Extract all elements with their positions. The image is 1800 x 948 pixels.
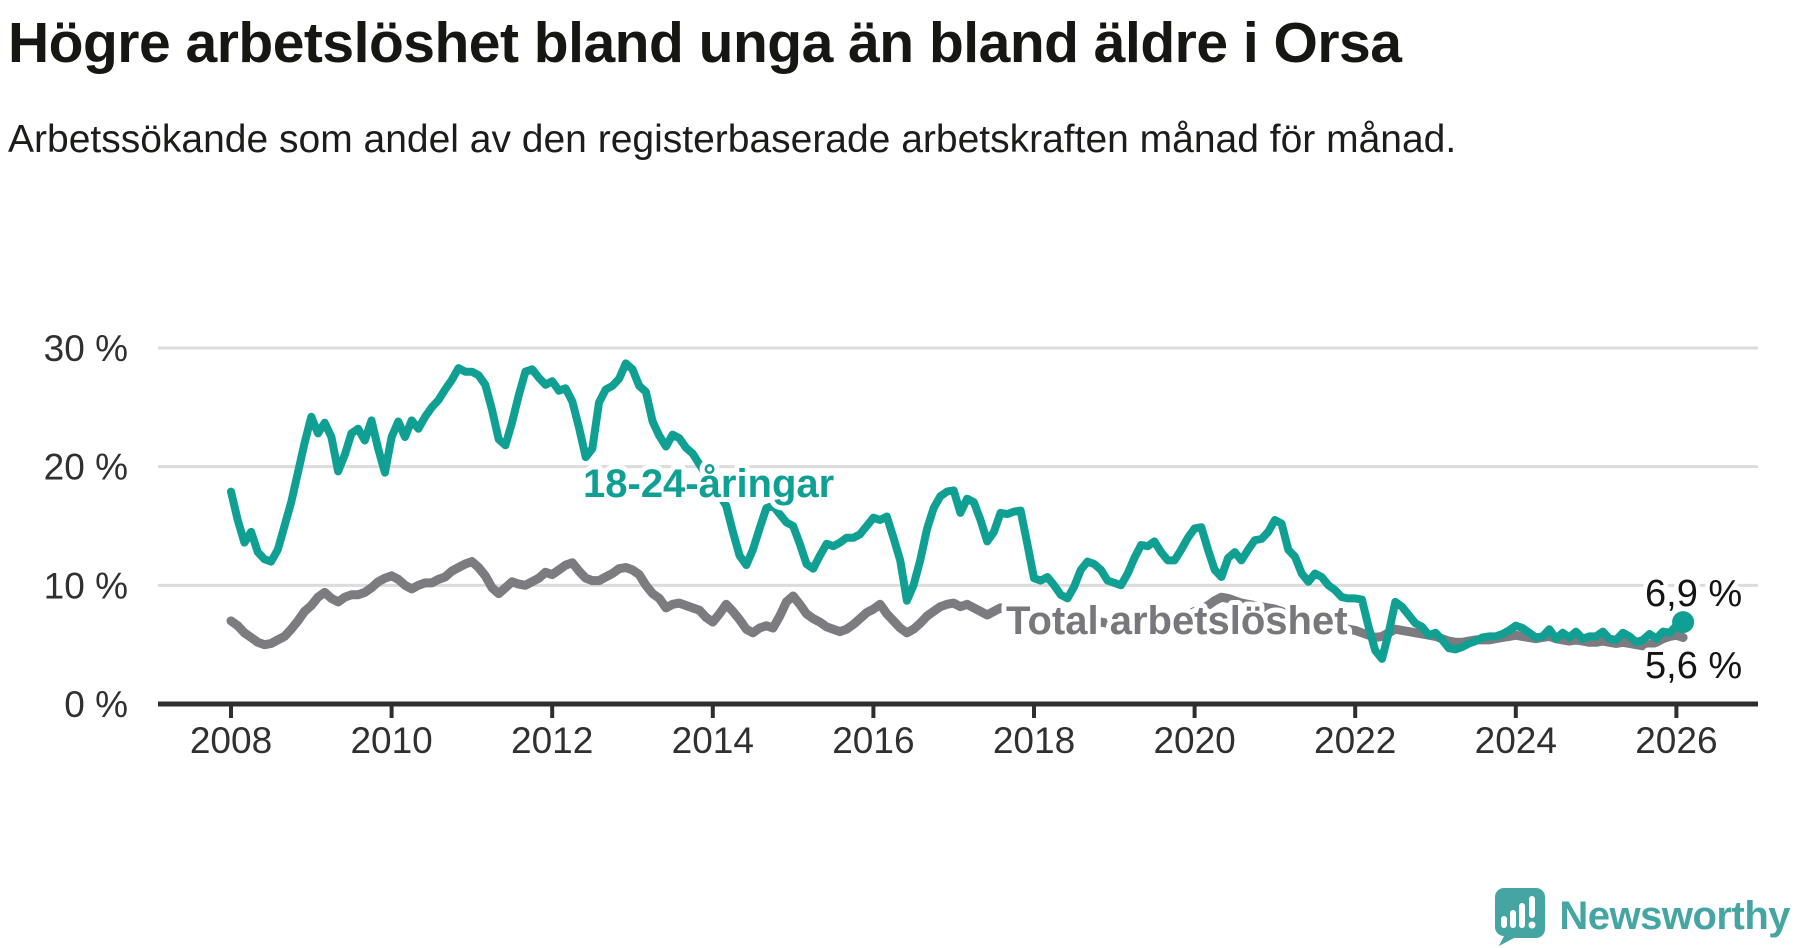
x-axis-label-2010: 2010 bbox=[350, 720, 432, 761]
exclamation-bar bbox=[1529, 896, 1536, 918]
y-axis-label-0: 0 % bbox=[64, 684, 128, 725]
x-axis-label-2014: 2014 bbox=[672, 720, 754, 761]
y-axis-label-10: 10 % bbox=[44, 565, 128, 606]
youth-series-line bbox=[227, 359, 1688, 663]
x-axis-label-2022: 2022 bbox=[1314, 720, 1396, 761]
total-end-value-label: 5,6 % bbox=[1645, 645, 1742, 687]
newsworthy-logo-text: Newsworthy bbox=[1559, 893, 1790, 938]
page-title: Högre arbetslöshet bland unga än bland ä… bbox=[8, 11, 1402, 75]
x-axis-label-2012: 2012 bbox=[511, 720, 593, 761]
newsworthy-logo-icon bbox=[1495, 888, 1546, 946]
x-axis-label-2020: 2020 bbox=[1153, 720, 1235, 761]
x-axis-label-2016: 2016 bbox=[832, 720, 914, 761]
axes bbox=[158, 701, 1758, 718]
x-axis-label-2026: 2026 bbox=[1635, 720, 1717, 761]
youth-end-dot bbox=[1672, 611, 1695, 634]
chart-subtitle: Arbetssökande som andel av den registerb… bbox=[8, 118, 1457, 161]
bar-chart-glyph bbox=[1501, 896, 1536, 929]
newsworthy-logo: Newsworthy bbox=[1491, 886, 1790, 946]
x-axis-label-2008: 2008 bbox=[190, 720, 272, 761]
series-lines bbox=[226, 359, 1695, 663]
exclamation-dot bbox=[1528, 921, 1536, 929]
gridlines bbox=[158, 346, 1758, 587]
x-axis-label-2018: 2018 bbox=[993, 720, 1075, 761]
y-axis-label-20: 20 % bbox=[44, 447, 128, 488]
y-axis-label-30: 30 % bbox=[44, 328, 128, 369]
youth-end-value-label: 6,9 % bbox=[1645, 573, 1742, 615]
total-series-line bbox=[226, 557, 1688, 651]
youth-series-label: 18-24-åringar bbox=[583, 462, 834, 506]
total-series-label: Total arbetslöshet bbox=[1006, 599, 1348, 643]
x-axis-label-2024: 2024 bbox=[1475, 720, 1557, 761]
axis-labels: 30 % 20 % 10 % 0 % 2008 2010 2012 2014 2016 2018 2… bbox=[44, 328, 1718, 761]
